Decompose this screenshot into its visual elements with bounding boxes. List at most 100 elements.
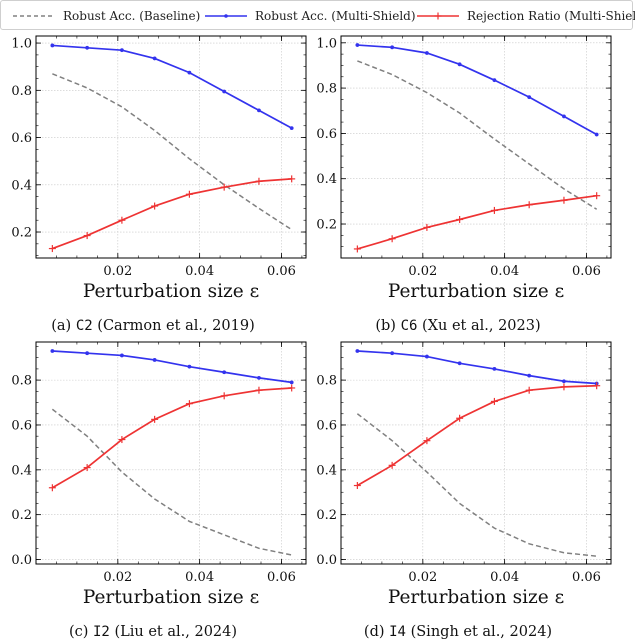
series-line-2: [357, 194, 597, 250]
caption-prefix: (c): [69, 624, 93, 640]
plot-frame: [35, 341, 307, 565]
caption-suffix: (Carmon et al., 2019): [93, 318, 255, 334]
data-point: [594, 132, 599, 137]
data-point: [490, 397, 498, 405]
legend-swatch-baseline: [13, 15, 55, 17]
data-point: [353, 482, 361, 490]
data-point: [425, 354, 429, 359]
plot-frame: [340, 35, 612, 259]
y-tick-label: 0.8: [11, 84, 32, 99]
data-point: [456, 215, 464, 223]
x-tick-label: 0.02: [408, 570, 437, 585]
x-tick-label: 0.04: [490, 570, 519, 585]
data-point: [220, 183, 228, 191]
data-point: [355, 349, 360, 353]
data-point: [560, 383, 568, 391]
panel-caption: (d) I4 (Singh et al., 2024): [364, 624, 552, 640]
plot-frame: [340, 341, 612, 565]
y-tick-label: 1.0: [11, 37, 32, 52]
legend-label: Robust Acc. (Multi-Shield): [255, 9, 416, 23]
data-point: [355, 43, 360, 47]
legend-swatch-multishield-acc: [205, 14, 247, 18]
x-tick-label: 0.04: [185, 264, 214, 279]
legend-swatch-rejection-ratio: [417, 12, 459, 20]
series-line-1: [357, 350, 597, 385]
data-point: [257, 108, 261, 113]
y-tick-label: 0.6: [316, 127, 337, 142]
data-point: [457, 62, 462, 67]
panel-caption: (b) C6 (Xu et al., 2023): [375, 318, 540, 334]
data-point: [525, 201, 533, 209]
caption-suffix: (Xu et al., 2023): [417, 318, 540, 334]
data-point: [527, 373, 532, 378]
y-tick-label: 0.8: [11, 374, 32, 389]
data-point: [120, 353, 124, 358]
data-point: [152, 56, 157, 61]
y-tick-label: 0.2: [11, 226, 32, 241]
data-point: [423, 223, 431, 231]
data-point: [152, 358, 157, 362]
data-point: [151, 202, 159, 210]
data-point: [456, 414, 464, 422]
data-point: [185, 190, 193, 198]
data-point: [492, 367, 497, 371]
y-tick-label: 0.0: [11, 553, 32, 568]
data-point: [525, 386, 533, 394]
caption-code: I2: [93, 624, 110, 640]
data-point: [490, 206, 498, 214]
data-point: [593, 382, 601, 390]
data-point: [50, 349, 55, 353]
data-point: [85, 351, 90, 356]
data-point: [48, 484, 56, 492]
data-point: [255, 177, 263, 185]
y-tick-label: 0.6: [316, 418, 337, 433]
y-tick-label: 0.2: [316, 218, 337, 233]
x-tick-label: 0.04: [185, 570, 214, 585]
series-line-1: [52, 350, 292, 384]
data-point: [593, 192, 601, 200]
y-tick-label: 0.4: [11, 463, 32, 478]
x-axis-label: Perturbation size ε: [83, 587, 259, 608]
series-line-2: [51, 387, 292, 489]
y-tick-label: 0.4: [316, 172, 337, 187]
x-tick-label: 0.06: [572, 264, 601, 279]
data-point: [388, 461, 396, 469]
caption-code: C2: [76, 318, 93, 334]
x-axis-label: Perturbation size ε: [388, 587, 564, 608]
chart-panel-a: 0.02 0.04 0.06 0.2 0.4 0.6 0.8 1.0 Perturbation …: [11, 35, 307, 334]
legend-label: Rejection Ratio (Multi-Shield): [467, 9, 635, 23]
data-point: [83, 232, 91, 240]
caption-prefix: (b): [375, 318, 400, 334]
series-line-0: [51, 408, 292, 556]
caption-prefix: (a): [51, 318, 76, 334]
caption-suffix: (Liu et al., 2024): [110, 624, 237, 640]
data-point: [187, 364, 192, 369]
data-point: [562, 379, 566, 384]
x-tick-label: 0.02: [103, 264, 132, 279]
chart-panel-d: 0.02 0.04 0.06 0.0 0.2 0.4 0.6 0.8 Perturbation …: [316, 341, 612, 640]
chart-panel-c: 0.02 0.04 0.06 0.0 0.2 0.4 0.6 0.8 Perturbation …: [11, 341, 307, 640]
x-tick-label: 0.06: [267, 570, 296, 585]
data-point: [425, 51, 429, 55]
series-line-2: [52, 178, 292, 250]
x-tick-label: 0.02: [103, 570, 132, 585]
data-point: [255, 386, 263, 394]
panel-caption: (c) I2 (Liu et al., 2024): [69, 624, 237, 640]
x-tick-label: 0.06: [267, 264, 296, 279]
series-line-0: [52, 73, 293, 231]
data-point: [288, 175, 296, 183]
data-point: [289, 380, 294, 385]
y-tick-label: 0.0: [316, 553, 337, 568]
data-point: [222, 89, 227, 94]
plot-frame: [35, 35, 307, 259]
data-point: [120, 48, 124, 53]
x-tick-label: 0.04: [490, 264, 519, 279]
caption-suffix: (Singh et al., 2024): [406, 624, 552, 640]
y-tick-label: 0.2: [316, 508, 337, 523]
x-tick-label: 0.02: [408, 264, 437, 279]
data-point: [560, 196, 568, 204]
data-point: [118, 216, 126, 224]
data-point: [457, 361, 462, 366]
data-point: [388, 235, 396, 243]
data-point: [423, 437, 431, 445]
